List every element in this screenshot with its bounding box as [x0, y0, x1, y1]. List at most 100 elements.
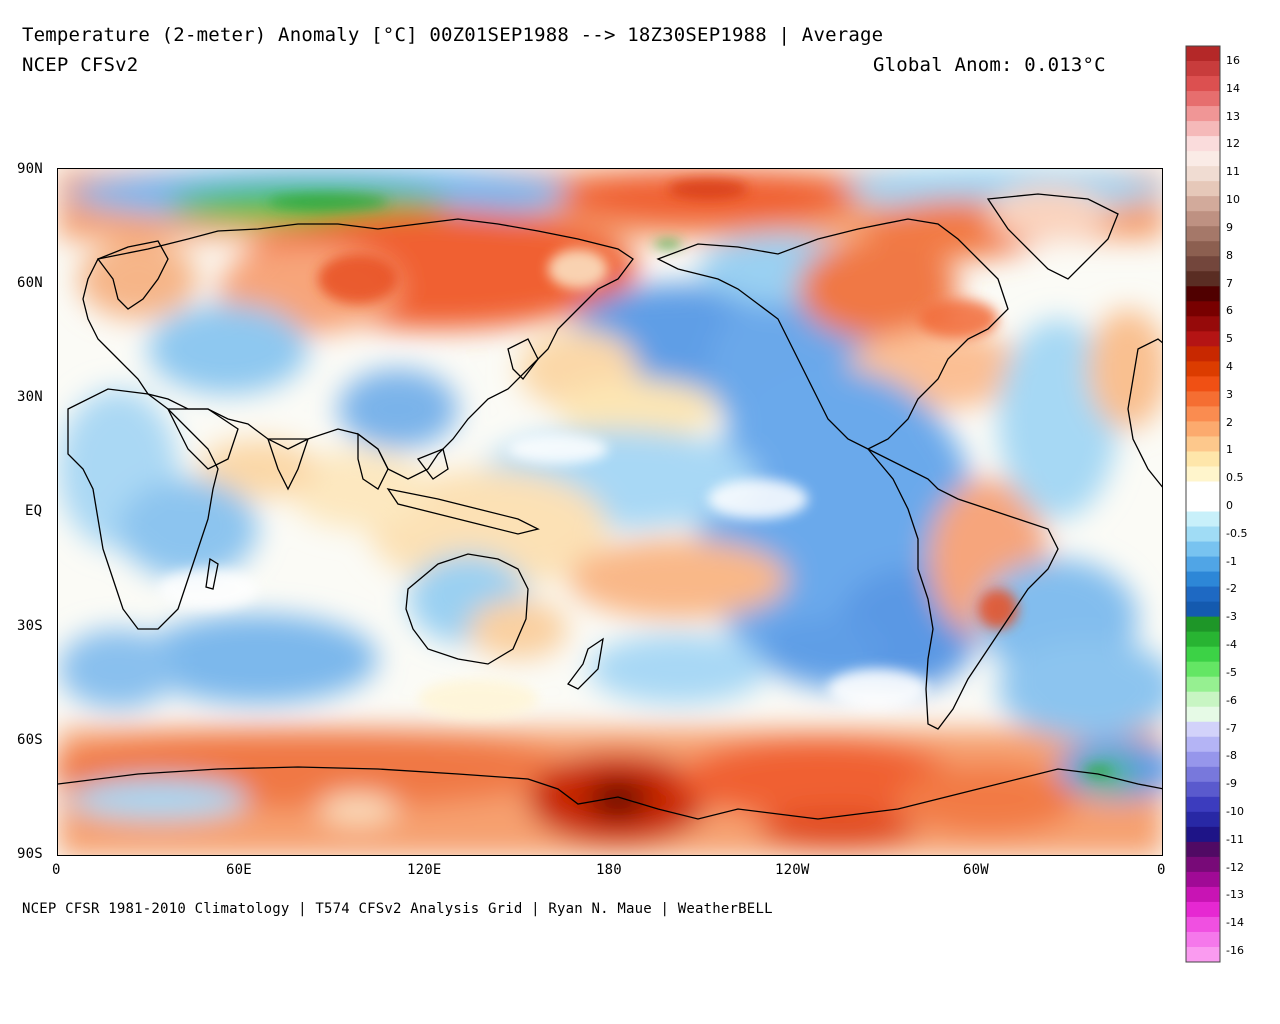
anomaly-detail: [158, 179, 1112, 776]
colorbar-label: -16: [1226, 944, 1244, 957]
colorbar-swatch: [1186, 46, 1220, 62]
colorbar-swatch: [1186, 916, 1220, 933]
colorbar-label: 2: [1226, 415, 1233, 429]
anomaly-field: [58, 169, 1162, 855]
colorbar-swatch: [1186, 376, 1220, 392]
colorbar-swatch: [1186, 451, 1220, 467]
colorbar-label: -11: [1226, 832, 1244, 846]
colorbar-label: -5: [1226, 665, 1237, 679]
colorbar-swatch: [1186, 616, 1220, 633]
colorbar-label: -4: [1226, 638, 1237, 652]
lat-tick-90n: 90N: [17, 161, 43, 177]
colorbar-swatch: [1186, 256, 1220, 272]
colorbar-swatch: [1186, 166, 1220, 182]
colorbar-swatch: [1186, 631, 1220, 648]
lat-tick-eq: EQ: [25, 503, 43, 519]
colorbar-swatch: [1186, 796, 1220, 813]
coastlines: [58, 193, 1162, 820]
colorbar-swatch: [1186, 301, 1220, 317]
lat-tick-60n: 60N: [17, 275, 43, 291]
colorbar-swatch: [1186, 751, 1220, 768]
colorbar-label: -14: [1226, 916, 1244, 930]
colorbar-label: 6: [1226, 304, 1233, 318]
colorbar-label: 14: [1226, 81, 1240, 95]
colorbar-swatch: [1186, 556, 1220, 573]
colorbar-swatch: [1186, 571, 1220, 588]
colorbar-swatch: [1186, 871, 1220, 888]
colorbar-swatch: [1186, 481, 1220, 497]
anomaly-map-svg: [58, 169, 1162, 855]
colorbar-label: 0: [1226, 499, 1233, 512]
colorbar-label: -3: [1226, 610, 1237, 624]
map-title: Temperature (2-meter) Anomaly [°C] 00Z01…: [22, 24, 884, 46]
colorbar-label: 13: [1226, 109, 1240, 123]
colorbar-label: -13: [1226, 888, 1244, 902]
colorbar-swatch: [1186, 121, 1220, 137]
lat-tick-90s: 90S: [17, 846, 43, 862]
lat-tick-30n: 30N: [17, 389, 43, 405]
colorbar-swatch: [1186, 841, 1220, 858]
colorbar: [1185, 45, 1221, 963]
colorbar-label: -9: [1226, 777, 1237, 791]
colorbar-label: 16: [1226, 54, 1240, 67]
colorbar-label: -8: [1226, 749, 1237, 763]
colorbar-swatch: [1186, 136, 1220, 152]
colorbar-label: 1: [1226, 443, 1233, 457]
colorbar-label: -7: [1226, 721, 1237, 735]
colorbar-swatch: [1186, 91, 1220, 107]
colorbar-swatch: [1186, 226, 1220, 242]
colorbar-swatch: [1186, 661, 1220, 678]
credits-footer: NCEP CFSR 1981-2010 Climatology | T574 C…: [22, 901, 773, 917]
colorbar-swatch: [1186, 211, 1220, 227]
colorbar-swatch: [1186, 76, 1220, 92]
colorbar-swatch: [1186, 406, 1220, 422]
colorbar-label: -6: [1226, 693, 1237, 707]
colorbar-swatch: [1186, 736, 1220, 753]
model-label: NCEP CFSv2: [22, 54, 139, 76]
lon-tick-120e: 120E: [407, 862, 442, 878]
colorbar-label: -10: [1226, 804, 1244, 818]
colorbar-label: 9: [1226, 220, 1233, 234]
colorbar-swatch: [1186, 811, 1220, 828]
colorbar-label: 7: [1226, 276, 1233, 290]
colorbar-swatch: [1186, 286, 1220, 302]
colorbar-label: -1: [1226, 554, 1237, 568]
colorbar-label: 4: [1226, 359, 1233, 373]
lat-tick-30s: 30S: [17, 618, 43, 634]
colorbar-swatch: [1186, 196, 1220, 212]
lon-tick-0-right: 0: [1157, 862, 1166, 878]
colorbar-swatch: [1186, 436, 1220, 452]
colorbar-swatch: [1186, 361, 1220, 377]
lon-tick-0-left: 0: [52, 862, 61, 878]
colorbar-swatch: [1186, 316, 1220, 332]
colorbar-label: -0.5: [1226, 526, 1248, 540]
colorbar-swatch: [1186, 346, 1220, 362]
lon-tick-60w: 60W: [963, 862, 989, 878]
colorbar-label: 11: [1226, 165, 1240, 179]
lon-tick-120w: 120W: [775, 862, 810, 878]
colorbar-swatch: [1186, 61, 1220, 77]
colorbar-swatch: [1186, 391, 1220, 407]
colorbar-swatch: [1186, 586, 1220, 603]
colorbar-swatch: [1186, 946, 1220, 963]
colorbar-label: -12: [1226, 860, 1244, 874]
colorbar-swatch: [1186, 706, 1220, 723]
colorbar-swatch: [1186, 691, 1220, 708]
colorbar-label: 12: [1226, 137, 1240, 151]
colorbar-swatch: [1186, 466, 1220, 482]
colorbar-swatch: [1186, 421, 1220, 437]
colorbar-label: 8: [1226, 248, 1233, 262]
colorbar-label: 5: [1226, 332, 1233, 346]
colorbar-swatch: [1186, 781, 1220, 798]
colorbar-swatch: [1186, 721, 1220, 738]
colorbar-swatch: [1186, 331, 1220, 347]
colorbar-label: -2: [1226, 582, 1237, 596]
anomaly-map: [57, 168, 1163, 856]
colorbar-swatch: [1186, 151, 1220, 167]
colorbar-swatch: [1186, 511, 1220, 528]
lon-tick-60e: 60E: [226, 862, 252, 878]
colorbar-label: 10: [1226, 193, 1240, 207]
colorbar-swatch: [1186, 826, 1220, 843]
colorbar-swatch: [1186, 181, 1220, 197]
colorbar-swatch: [1186, 766, 1220, 783]
